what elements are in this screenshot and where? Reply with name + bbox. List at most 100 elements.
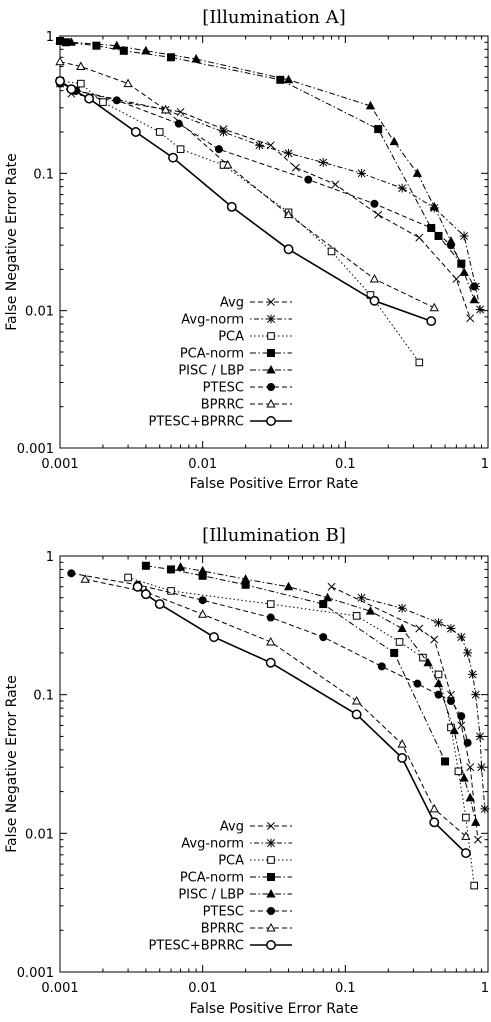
data-point	[377, 662, 386, 671]
legend-label: PTESC	[203, 381, 244, 396]
data-point	[370, 199, 379, 208]
data-point	[412, 168, 423, 177]
data-point	[119, 46, 128, 55]
legend-label: Avg-norm	[181, 313, 244, 328]
data-point	[430, 635, 439, 644]
legend-marker	[267, 856, 275, 864]
data-point	[477, 762, 486, 772]
series-pisc-lbp	[175, 562, 481, 826]
data-point	[468, 670, 478, 679]
x-tick-label: 0.1	[335, 457, 356, 472]
data-point	[226, 201, 237, 212]
legend-marker	[267, 822, 275, 830]
data-point	[322, 592, 333, 602]
data-point	[475, 732, 485, 741]
legend-label: PCA	[218, 330, 244, 345]
data-point	[454, 767, 463, 776]
legend-marker	[267, 383, 275, 391]
legend-marker	[267, 298, 275, 306]
series-avg-norm	[357, 593, 490, 814]
data-point	[304, 175, 313, 184]
legend-label: PCA-norm	[180, 347, 244, 362]
legend-entry: Avg	[220, 820, 292, 835]
y-axis-label: False Negative Error Rate	[4, 153, 20, 331]
data-point	[429, 302, 439, 312]
data-point	[175, 562, 186, 571]
chart-title: [Illumination A]	[202, 7, 346, 28]
y-tick-label: 1	[46, 550, 54, 565]
data-point	[459, 231, 469, 241]
data-point	[141, 45, 151, 55]
data-point	[283, 74, 294, 84]
series-line	[59, 61, 435, 309]
series-avg-norm	[55, 76, 485, 314]
legend-label: PTESC	[203, 905, 244, 920]
axis-ticks	[59, 555, 489, 973]
legend-marker	[267, 332, 275, 340]
data-point	[167, 53, 176, 62]
legend-entry: PTESC+BPRRC	[149, 415, 292, 430]
legend-label: Avg	[220, 820, 244, 835]
data-point	[461, 831, 471, 840]
axis-ticks	[59, 35, 489, 449]
data-point	[462, 813, 470, 822]
legend-label: PTESC+BPRRC	[149, 415, 244, 430]
legend-label: PTESC+BPRRC	[149, 939, 244, 954]
data-point	[470, 282, 479, 291]
chart-illumination-a: [Illumination A] 0.001 0.01 0.1 1 0.001 0.01 0.…	[4, 7, 489, 492]
data-point	[66, 37, 76, 46]
series-line	[145, 565, 446, 762]
data-point	[266, 613, 275, 622]
data-point	[374, 125, 383, 134]
data-point	[55, 76, 65, 86]
data-point	[154, 599, 165, 610]
data-point	[291, 163, 300, 172]
data-point	[214, 145, 223, 154]
legend-marker	[266, 940, 276, 950]
data-point	[112, 40, 122, 50]
legend-entry: PCA-norm	[180, 871, 292, 886]
data-point	[283, 244, 294, 255]
data-point	[471, 690, 481, 700]
data-point	[415, 233, 424, 242]
legend-entry: PISC / LBP	[178, 364, 292, 379]
data-point	[463, 648, 473, 658]
data-point	[198, 596, 207, 605]
series-pca-norm	[56, 36, 466, 268]
data-point	[130, 127, 141, 137]
data-point	[415, 358, 424, 367]
series-ptesc-bprrc	[132, 581, 471, 859]
data-point	[191, 53, 201, 63]
data-point	[67, 569, 76, 578]
data-point	[219, 127, 228, 137]
legend: Avg Avg-norm PCA PCA-norm PISC / LBP PTESC BPR…	[149, 296, 292, 430]
data-point	[463, 738, 472, 747]
legend-entry: PCA-norm	[180, 347, 292, 362]
legend-entry: BPRRC	[201, 922, 292, 937]
series-line	[71, 572, 469, 743]
data-point	[466, 763, 475, 772]
series-line	[59, 39, 475, 300]
y-tick-label: 0.1	[33, 167, 54, 182]
data-point	[470, 881, 478, 890]
data-point	[319, 600, 328, 609]
data-point	[397, 603, 407, 613]
data-point	[429, 817, 440, 828]
data-point	[446, 697, 455, 706]
data-point	[168, 152, 178, 163]
data-point	[465, 792, 475, 802]
data-point	[77, 79, 85, 88]
data-point	[441, 757, 450, 766]
legend-marker	[267, 349, 275, 357]
y-tick-label: 0.001	[17, 442, 54, 457]
legend-marker	[267, 873, 275, 881]
x-axis-label: False Positive Error Rate	[190, 1001, 359, 1017]
data-point	[374, 210, 383, 219]
data-point	[209, 632, 219, 643]
data-point	[160, 104, 171, 114]
data-point	[198, 609, 208, 618]
legend-label: Avg	[220, 296, 244, 311]
data-point	[265, 657, 276, 668]
legend-entry: PCA	[218, 330, 292, 345]
data-point	[434, 618, 443, 628]
